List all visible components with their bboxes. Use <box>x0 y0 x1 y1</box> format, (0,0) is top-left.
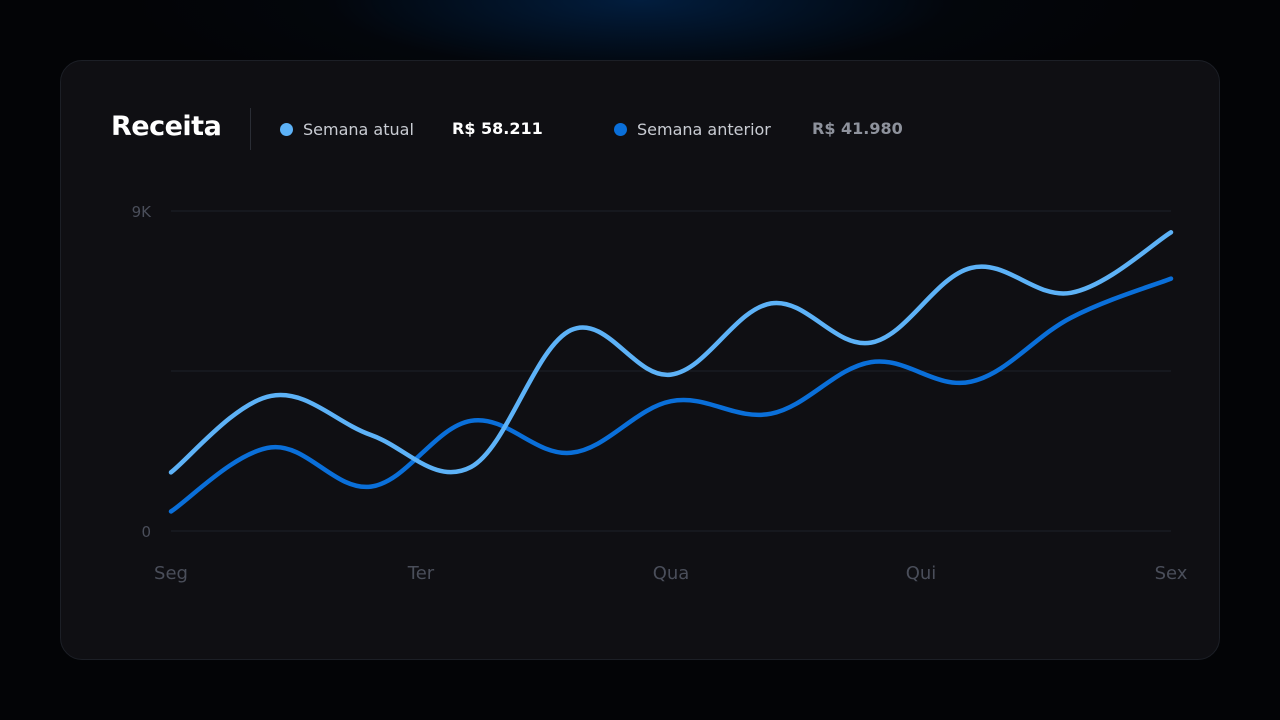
x-tick-label-qua: Qua <box>653 563 690 584</box>
legend-label-current-week: Semana atual <box>303 119 414 139</box>
y-axis-ticks: 0 9K <box>132 203 153 541</box>
card-title: Receita <box>111 111 222 142</box>
chart-series <box>168 230 1174 514</box>
legend-label-previous-week: Semana anterior <box>637 119 771 139</box>
x-tick-label-seg: Seg <box>154 563 188 584</box>
chart-grid <box>171 210 1171 532</box>
legend-item-current-week[interactable]: Semana atual <box>280 117 414 141</box>
legend-value-previous-week: R$ 41.980 <box>812 119 903 138</box>
series-line-semana-anterior <box>168 276 1174 514</box>
legend-dot-current-week <box>280 122 293 136</box>
y-tick-label-1: 9K <box>132 203 153 221</box>
y-tick-label-0: 0 <box>141 523 151 541</box>
x-axis-ticks: Seg Ter Qua Qui Sex <box>154 563 1188 584</box>
revenue-line-chart: 0 9K Seg Ter Qua Qui Sex <box>132 203 1188 584</box>
x-tick-label-qui: Qui <box>906 563 937 584</box>
revenue-card: Receita Semana atual R$ 58.211 Semana an… <box>60 60 1220 660</box>
legend-dot-previous-week <box>614 122 627 136</box>
series-line-semana-atual <box>168 230 1174 475</box>
x-tick-label-ter: Ter <box>407 563 435 584</box>
x-tick-label-sex: Sex <box>1155 563 1188 584</box>
header-divider <box>250 108 251 150</box>
legend-item-previous-week[interactable]: Semana anterior <box>614 117 771 141</box>
legend-value-current-week: R$ 58.211 <box>452 119 543 138</box>
